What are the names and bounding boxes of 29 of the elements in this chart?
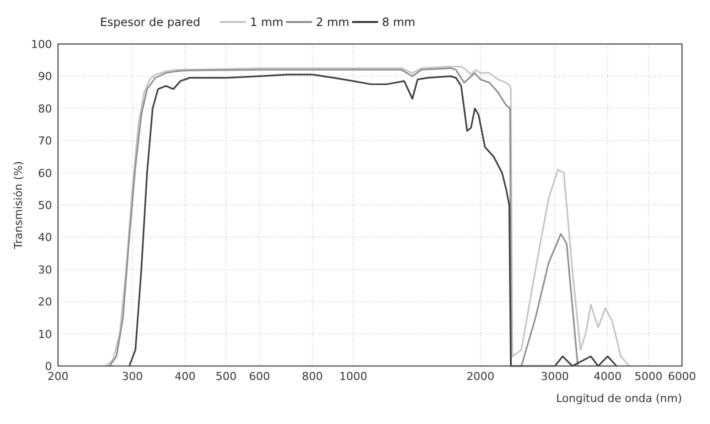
- legend-label: 1 mm: [250, 15, 284, 29]
- x-tick-label: 600: [249, 370, 270, 383]
- x-tick-label: 5000: [634, 370, 663, 383]
- y-axis-title: Transmisión (%): [12, 161, 25, 250]
- x-tick-label: 800: [302, 370, 323, 383]
- y-tick-label: 50: [38, 199, 52, 212]
- legend-label: 8 mm: [382, 15, 416, 29]
- y-tick-label: 80: [38, 102, 52, 116]
- y-tick-label: 40: [38, 231, 52, 244]
- x-tick-label: 2000: [466, 370, 494, 383]
- x-tick-label: 3000: [540, 370, 569, 383]
- x-tick-label: 6000: [668, 370, 696, 383]
- x-tick-label: 200: [48, 370, 68, 383]
- y-tick-label: 30: [38, 263, 52, 276]
- y-tick-label: 70: [38, 134, 52, 148]
- y-tick-label: 90: [38, 70, 52, 84]
- y-tick-label: 10: [38, 328, 52, 341]
- y-tick-label: 0: [45, 360, 52, 373]
- x-axis-title: Longitud de onda (nm): [556, 392, 682, 405]
- legend-label: 2 mm: [316, 15, 350, 29]
- x-tick-label: 1000: [339, 370, 368, 383]
- y-tick-label: 60: [38, 166, 52, 180]
- x-tick-label: 400: [174, 370, 196, 383]
- x-tick-label: 4000: [594, 370, 622, 383]
- x-tick-label: 500: [216, 370, 237, 383]
- y-tick-label: 100: [31, 38, 52, 51]
- y-tick-label: 20: [38, 296, 52, 309]
- legend-title: Espesor de pared: [100, 15, 200, 29]
- x-tick-label: 300: [122, 370, 143, 383]
